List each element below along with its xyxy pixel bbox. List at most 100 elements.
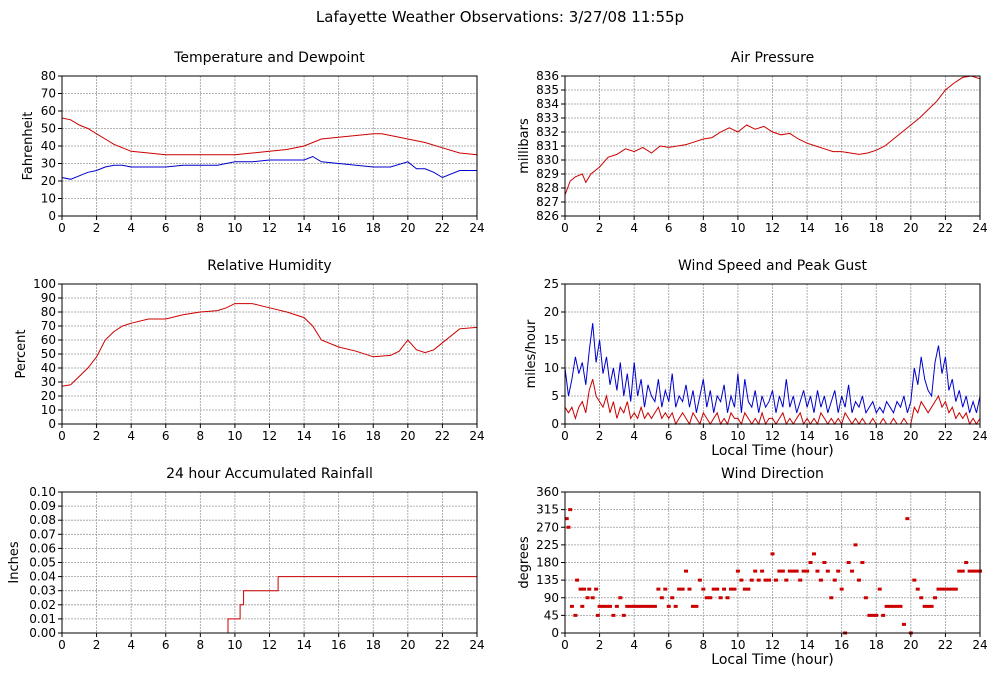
direction-point [585,596,590,600]
wind-xtick-label: 4 [630,429,638,443]
direction-point [566,525,571,529]
direction-point [573,613,578,617]
direction-point [611,613,616,617]
direction-point [711,587,716,591]
direction-point [618,596,623,600]
humidity-xtick-label: 12 [262,429,277,443]
direction-point [684,569,689,573]
direction-point [829,596,834,600]
direction-point [729,587,733,591]
humidity-ytick-label: 100 [33,277,56,291]
direction-point [801,569,806,573]
humidity-ytick-label: 0 [48,417,56,431]
humidity-xtick-label: 18 [366,429,381,443]
pressure-xtick-label: 8 [700,221,708,235]
rainfall-ytick-label: 0.07 [29,527,56,541]
humidity-xtick-label: 2 [93,429,101,443]
direction-point [632,604,637,608]
direction-point [749,578,754,582]
direction-point [756,578,761,582]
temperature-ytick-label: 60 [41,104,56,118]
wind-xtick-label: 10 [730,429,745,443]
wind-title: Wind Speed and Peak Gust [678,258,867,274]
direction-point [860,561,865,564]
rainfall-xtick-label: 2 [93,638,101,652]
wind-xtick-label: 0 [561,429,569,443]
pressure-xtick-label: 16 [834,221,849,235]
temperature-ytick-label: 70 [41,87,56,101]
direction-point [950,587,955,591]
direction-point [735,569,740,573]
rainfall-xtick-label: 10 [227,638,242,652]
pressure-xtick-label: 6 [665,221,673,235]
direction-point [946,587,951,591]
direction-point [846,561,851,564]
direction-point [746,587,751,591]
direction-xtick-label: 14 [799,638,814,652]
humidity-ytick-label: 80 [41,305,56,319]
direction-point [964,561,969,564]
humidity-xtick-label: 24 [469,429,484,443]
wind-xtick-label: 16 [834,429,849,443]
humidity-xtick-label: 16 [331,429,346,443]
humidity-xtick-label: 8 [197,429,205,443]
temperature-xtick-label: 24 [469,221,484,235]
direction-point [777,569,782,573]
temperature-series-line-1 [61,155,477,180]
humidity-ytick-label: 20 [41,389,56,403]
pressure-ytick-label: 830 [536,153,559,167]
direction-point [905,517,910,521]
direction-point [677,587,682,591]
direction-point [666,604,671,608]
direction-point [732,587,737,591]
direction-point [582,587,587,591]
rainfall-chart: 0 2 4 6 8 10 12 14 16 18 20 22 240.000.010.020.030.0… [7,466,485,652]
pressure-xtick-label: 18 [869,221,884,235]
direction-point [971,569,976,573]
direction-point [805,569,810,573]
wind-series-line-0 [564,323,981,415]
temperature-ytick-label: 20 [41,174,56,188]
direction-point [839,587,844,591]
direction-xtick-label: 16 [834,638,849,652]
direction-point [621,613,626,617]
direction-point [673,604,678,608]
direction-point [867,613,872,617]
direction-point [659,596,664,600]
rainfall-xtick-label: 4 [127,638,135,652]
pressure-ytick-label: 826 [536,209,559,223]
direction-xtick-label: 18 [869,638,884,652]
direction-point [694,604,699,608]
humidity-title: Relative Humidity [207,258,331,274]
rainfall-ytick-label: 0.04 [29,570,56,584]
humidity-xtick-label: 6 [162,429,170,443]
direction-point [784,578,789,582]
direction-point [870,613,875,617]
pressure-title: Air Pressure [731,50,814,66]
direction-ytick-label: 90 [544,591,559,605]
wind-xtick-label: 24 [972,429,987,443]
humidity-xtick-label: 22 [435,429,450,443]
pressure-ytick-label: 835 [536,83,559,97]
temperature-ytick-label: 10 [41,192,56,206]
temperature-xtick-label: 14 [296,221,311,235]
rainfall-title: 24 hour Accumulated Rainfall [166,466,373,482]
pressure-xtick-label: 22 [938,221,953,235]
rainfall-ylabel: Inches [7,541,22,583]
direction-point [877,587,882,591]
wind-ylabel: miles/hour [524,319,539,388]
direction-point [642,604,647,608]
direction-point [656,587,661,591]
direction-point [564,517,569,521]
temperature-xtick-label: 2 [93,221,101,235]
direction-point [895,604,899,608]
pressure-ytick-label: 836 [536,69,559,83]
temperature-ytick-label: 30 [41,157,56,171]
direction-point [767,578,772,582]
temperature-xtick-label: 8 [197,221,205,235]
direction-point [680,587,685,591]
direction-point [742,587,747,591]
temperature-xtick-label: 16 [331,221,346,235]
temperature-xtick-label: 20 [400,221,415,235]
